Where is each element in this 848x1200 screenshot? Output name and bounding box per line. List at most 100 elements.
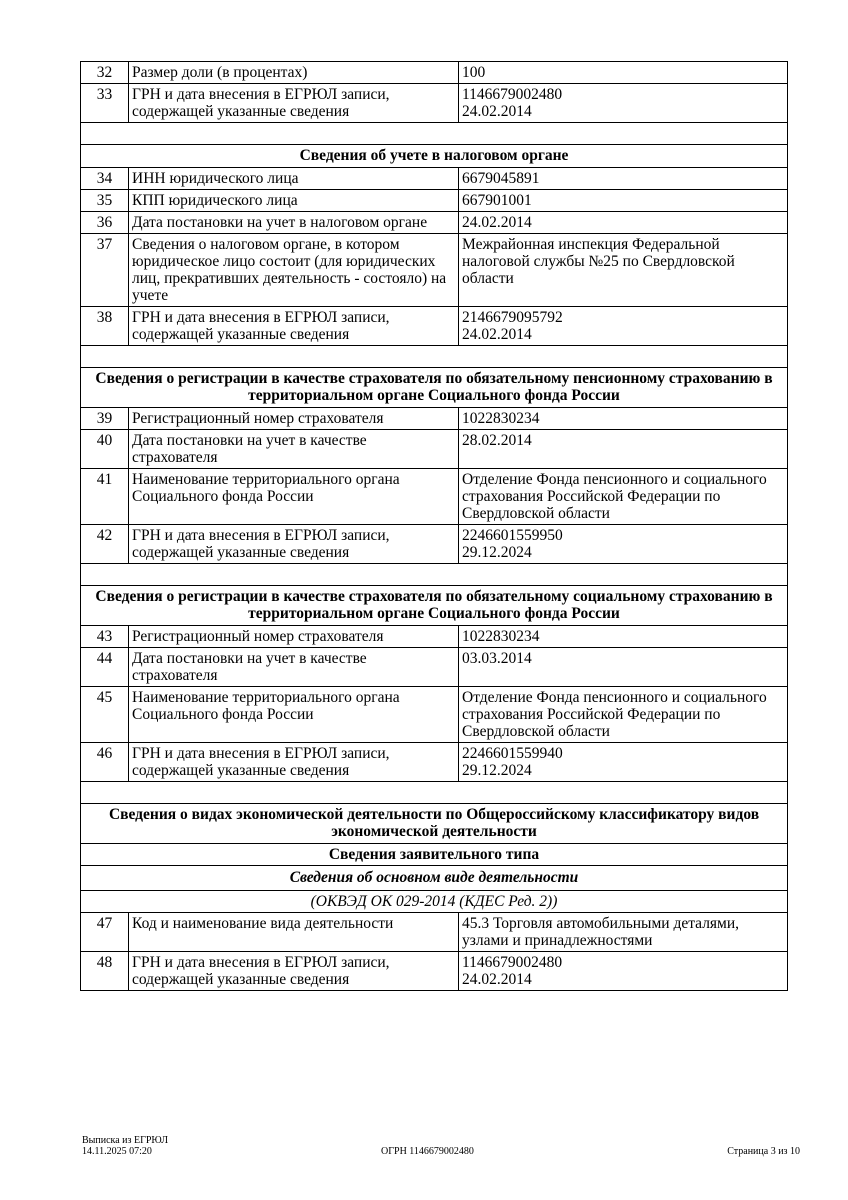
row-value-line: 2246601559950 xyxy=(462,527,563,544)
row-label: Регистрационный номер страхователя xyxy=(128,625,459,648)
table-row: 47 Код и наименование вида деятельности 45… xyxy=(80,912,788,952)
row-value: 100 xyxy=(458,61,788,84)
row-value-line: 1022830234 xyxy=(462,410,540,427)
section-header-row: Сведения заявительного типа xyxy=(80,843,788,866)
row-value-line: Отделение Фонда пенсионного и социальног… xyxy=(462,689,767,740)
table-row: 45 Наименование территориального органа С… xyxy=(80,686,788,743)
row-value: 28.02.2014 xyxy=(458,429,788,469)
row-value: 1022830234 xyxy=(458,625,788,648)
row-value: 2246601559940 29.12.2024 xyxy=(458,742,788,782)
row-number: 45 xyxy=(80,686,129,743)
row-value: 03.03.2014 xyxy=(458,647,788,687)
row-value: 6679045891 xyxy=(458,167,788,190)
row-value-line: 24.02.2014 xyxy=(462,326,532,343)
spacer-cell xyxy=(80,345,788,368)
row-value-line: 1146679002480 xyxy=(462,954,563,971)
section-header-row: Сведения о регистрации в качестве страхо… xyxy=(80,367,788,408)
section-header-row: Сведения о регистрации в качестве страхо… xyxy=(80,585,788,626)
section-header: Сведения об основном виде деятельности xyxy=(80,865,788,891)
row-value-line: 1146679002480 xyxy=(462,86,563,103)
row-number: 46 xyxy=(80,742,129,782)
row-value-line: 29.12.2024 xyxy=(462,544,532,561)
row-number: 42 xyxy=(80,524,129,564)
row-value-line: 24.02.2014 xyxy=(462,214,532,231)
row-value-line: 100 xyxy=(462,64,486,81)
spacer-cell xyxy=(80,122,788,145)
row-value-line: 2246601559940 xyxy=(462,745,563,762)
row-value: Отделение Фонда пенсионного и социальног… xyxy=(458,686,788,743)
row-label: Дата постановки на учет в налоговом орга… xyxy=(128,211,459,234)
row-value: 667901001 xyxy=(458,189,788,212)
section-header-row: Сведения об учете в налоговом органе xyxy=(80,144,788,168)
footer-page-number: Страница 3 из 10 xyxy=(727,1146,800,1157)
table-row: 41 Наименование территориального органа С… xyxy=(80,468,788,525)
row-label: Дата постановки на учет в качестве страх… xyxy=(128,429,459,469)
row-value: 24.02.2014 xyxy=(458,211,788,234)
row-label: Наименование территориального органа Соц… xyxy=(128,686,459,743)
row-label: Код и наименование вида деятельности xyxy=(128,912,459,952)
row-number: 41 xyxy=(80,468,129,525)
row-label: ГРН и дата внесения в ЕГРЮЛ записи, соде… xyxy=(128,742,459,782)
row-number: 34 xyxy=(80,167,129,190)
section-header: Сведения о регистрации в качестве страхо… xyxy=(80,367,788,408)
row-label: КПП юридического лица xyxy=(128,189,459,212)
row-value-line: Отделение Фонда пенсионного и социальног… xyxy=(462,471,767,522)
row-value-line: 03.03.2014 xyxy=(462,650,532,667)
table-row: 35 КПП юридического лица 667901001 xyxy=(80,189,788,212)
section-header: Сведения о регистрации в качестве страхо… xyxy=(80,585,788,626)
spacer-row xyxy=(80,345,788,368)
section-header-row: Сведения о видах экономической деятельно… xyxy=(80,803,788,844)
row-number: 38 xyxy=(80,306,129,346)
row-value-line: 28.02.2014 xyxy=(462,432,532,449)
row-number: 48 xyxy=(80,951,129,991)
row-value-line: 667901001 xyxy=(462,192,532,209)
footer-left: Выписка из ЕГРЮЛ 14.11.2025 07:20 xyxy=(82,1135,168,1157)
table-row: 42 ГРН и дата внесения в ЕГРЮЛ записи, со… xyxy=(80,524,788,564)
row-value: 2146679095792 24.02.2014 xyxy=(458,306,788,346)
table-row: 36 Дата постановки на учет в налоговом ор… xyxy=(80,211,788,234)
row-label: Размер доли (в процентах) xyxy=(128,61,459,84)
row-label: ГРН и дата внесения в ЕГРЮЛ записи, соде… xyxy=(128,306,459,346)
table-row: 32 Размер доли (в процентах) 100 xyxy=(80,61,788,84)
row-number: 37 xyxy=(80,233,129,307)
row-number: 47 xyxy=(80,912,129,952)
row-label: ГРН и дата внесения в ЕГРЮЛ записи, соде… xyxy=(128,83,459,123)
row-value-line: 6679045891 xyxy=(462,170,540,187)
row-value: Межрайонная инспекция Федеральной налого… xyxy=(458,233,788,307)
row-number: 44 xyxy=(80,647,129,687)
table-row: 33 ГРН и дата внесения в ЕГРЮЛ записи, со… xyxy=(80,83,788,123)
section-header-row: Сведения об основном виде деятельности xyxy=(80,865,788,891)
section-header: Сведения о видах экономической деятельно… xyxy=(80,803,788,844)
row-value: 2246601559950 29.12.2024 xyxy=(458,524,788,564)
row-label: Дата постановки на учет в качестве страх… xyxy=(128,647,459,687)
table-row: 34 ИНН юридического лица 6679045891 xyxy=(80,167,788,190)
table-row: 40 Дата постановки на учет в качестве стр… xyxy=(80,429,788,469)
section-header: Сведения об учете в налоговом органе xyxy=(80,144,788,168)
row-value-line: 24.02.2014 xyxy=(462,103,532,120)
table-row: 48 ГРН и дата внесения в ЕГРЮЛ записи, со… xyxy=(80,951,788,991)
table-row: 44 Дата постановки на учет в качестве стр… xyxy=(80,647,788,687)
row-value: 1022830234 xyxy=(458,407,788,430)
row-label: ИНН юридического лица xyxy=(128,167,459,190)
table-row: 46 ГРН и дата внесения в ЕГРЮЛ записи, со… xyxy=(80,742,788,782)
row-value-line: 29.12.2024 xyxy=(462,762,532,779)
row-value-line: Межрайонная инспекция Федеральной налого… xyxy=(462,236,735,287)
table-row: 43 Регистрационный номер страхователя 1022… xyxy=(80,625,788,648)
spacer-row xyxy=(80,563,788,586)
row-label: Наименование территориального органа Соц… xyxy=(128,468,459,525)
row-label: ГРН и дата внесения в ЕГРЮЛ записи, соде… xyxy=(128,951,459,991)
table-row: 39 Регистрационный номер страхователя 1022… xyxy=(80,407,788,430)
footer-datetime: 14.11.2025 07:20 xyxy=(82,1146,152,1157)
row-value-line: 24.02.2014 xyxy=(462,971,532,988)
row-number: 36 xyxy=(80,211,129,234)
row-label: Сведения о налоговом органе, в котором ю… xyxy=(128,233,459,307)
row-number: 35 xyxy=(80,189,129,212)
spacer-row xyxy=(80,122,788,145)
row-value: 1146679002480 24.02.2014 xyxy=(458,83,788,123)
spacer-row xyxy=(80,781,788,804)
section-header: (ОКВЭД ОК 029-2014 (КДЕС Ред. 2)) xyxy=(80,890,788,913)
row-value: 1146679002480 24.02.2014 xyxy=(458,951,788,991)
row-label: ГРН и дата внесения в ЕГРЮЛ записи, соде… xyxy=(128,524,459,564)
section-header: Сведения заявительного типа xyxy=(80,843,788,866)
row-value: 45.3 Торговля автомобильными деталями, у… xyxy=(458,912,788,952)
